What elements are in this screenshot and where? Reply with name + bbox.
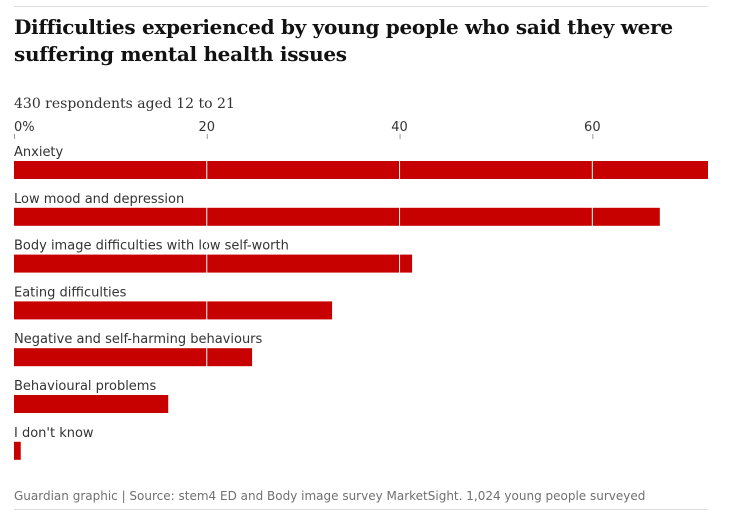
x-tick-label: 0% bbox=[14, 120, 35, 135]
bar bbox=[14, 301, 333, 320]
source-note: Guardian graphic | Source: stem4 ED and … bbox=[14, 489, 646, 503]
chart-subtitle: 430 respondents aged 12 to 21 bbox=[14, 96, 235, 112]
x-tick-label: 20 bbox=[199, 120, 216, 135]
category-label: Eating difficulties bbox=[14, 285, 127, 300]
bar bbox=[14, 161, 708, 179]
category-label: I don't know bbox=[14, 426, 94, 441]
bar bbox=[14, 395, 169, 413]
bottom-rule bbox=[14, 509, 708, 510]
bar bbox=[14, 441, 21, 460]
x-tick-label: 40 bbox=[391, 120, 408, 135]
category-label: Behavioural problems bbox=[14, 379, 156, 394]
x-tick-label: 60 bbox=[584, 120, 601, 135]
bar-chart: 0% 20 40 60 Anxiety Low mood and depression Bo… bbox=[14, 120, 708, 460]
category-label: Negative and self-harming behaviours bbox=[14, 332, 263, 347]
top-rule bbox=[14, 6, 708, 7]
category-label: Anxiety bbox=[14, 145, 64, 160]
category-label: Low mood and depression bbox=[14, 192, 184, 207]
category-label: Body image difficulties with low self-wo… bbox=[14, 239, 289, 254]
bar bbox=[14, 207, 660, 226]
bar bbox=[14, 254, 413, 273]
bar bbox=[14, 348, 253, 367]
chart-title: Difficulties experienced by young people… bbox=[14, 15, 673, 66]
